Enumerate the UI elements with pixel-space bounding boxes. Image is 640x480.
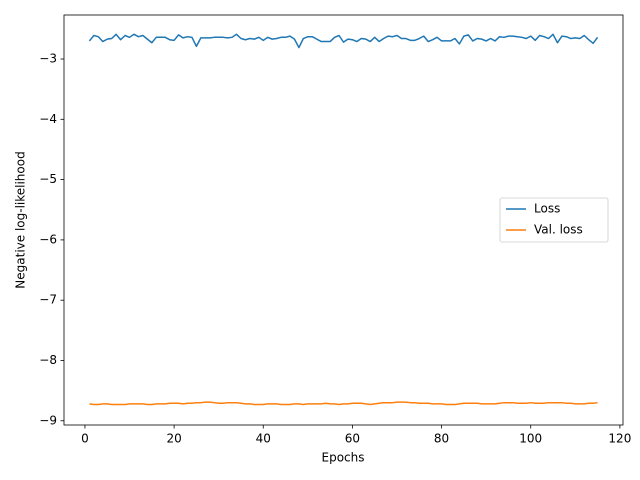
x-tick-label: 0 [81, 432, 89, 446]
x-tick-label: 120 [608, 432, 631, 446]
legend-label: Val. loss [534, 223, 583, 237]
legend-label: Loss [534, 202, 560, 216]
plot-frame [63, 14, 624, 426]
y-tick-label: −3 [39, 52, 57, 66]
y-tick-label: −5 [39, 172, 57, 186]
x-tick-label: 20 [166, 432, 181, 446]
y-tick-label: −7 [39, 293, 57, 307]
legend-box [499, 197, 609, 243]
x-tick-label: 60 [345, 432, 360, 446]
y-tick-label: −4 [39, 112, 57, 126]
y-tick-label: −6 [39, 232, 57, 246]
x-tick-label: 40 [256, 432, 271, 446]
line-series [89, 401, 598, 406]
line-series [88, 33, 599, 49]
x-axis-label: Epochs [322, 451, 365, 465]
x-tick-label: 100 [519, 432, 542, 446]
legend: Loss Val. loss [499, 197, 609, 243]
x-tick-label: 80 [434, 432, 449, 446]
y-tick-label: −8 [39, 353, 57, 367]
y-tick-label: −9 [39, 413, 57, 427]
y-axis-label: Negative log-likelihood [14, 151, 28, 288]
